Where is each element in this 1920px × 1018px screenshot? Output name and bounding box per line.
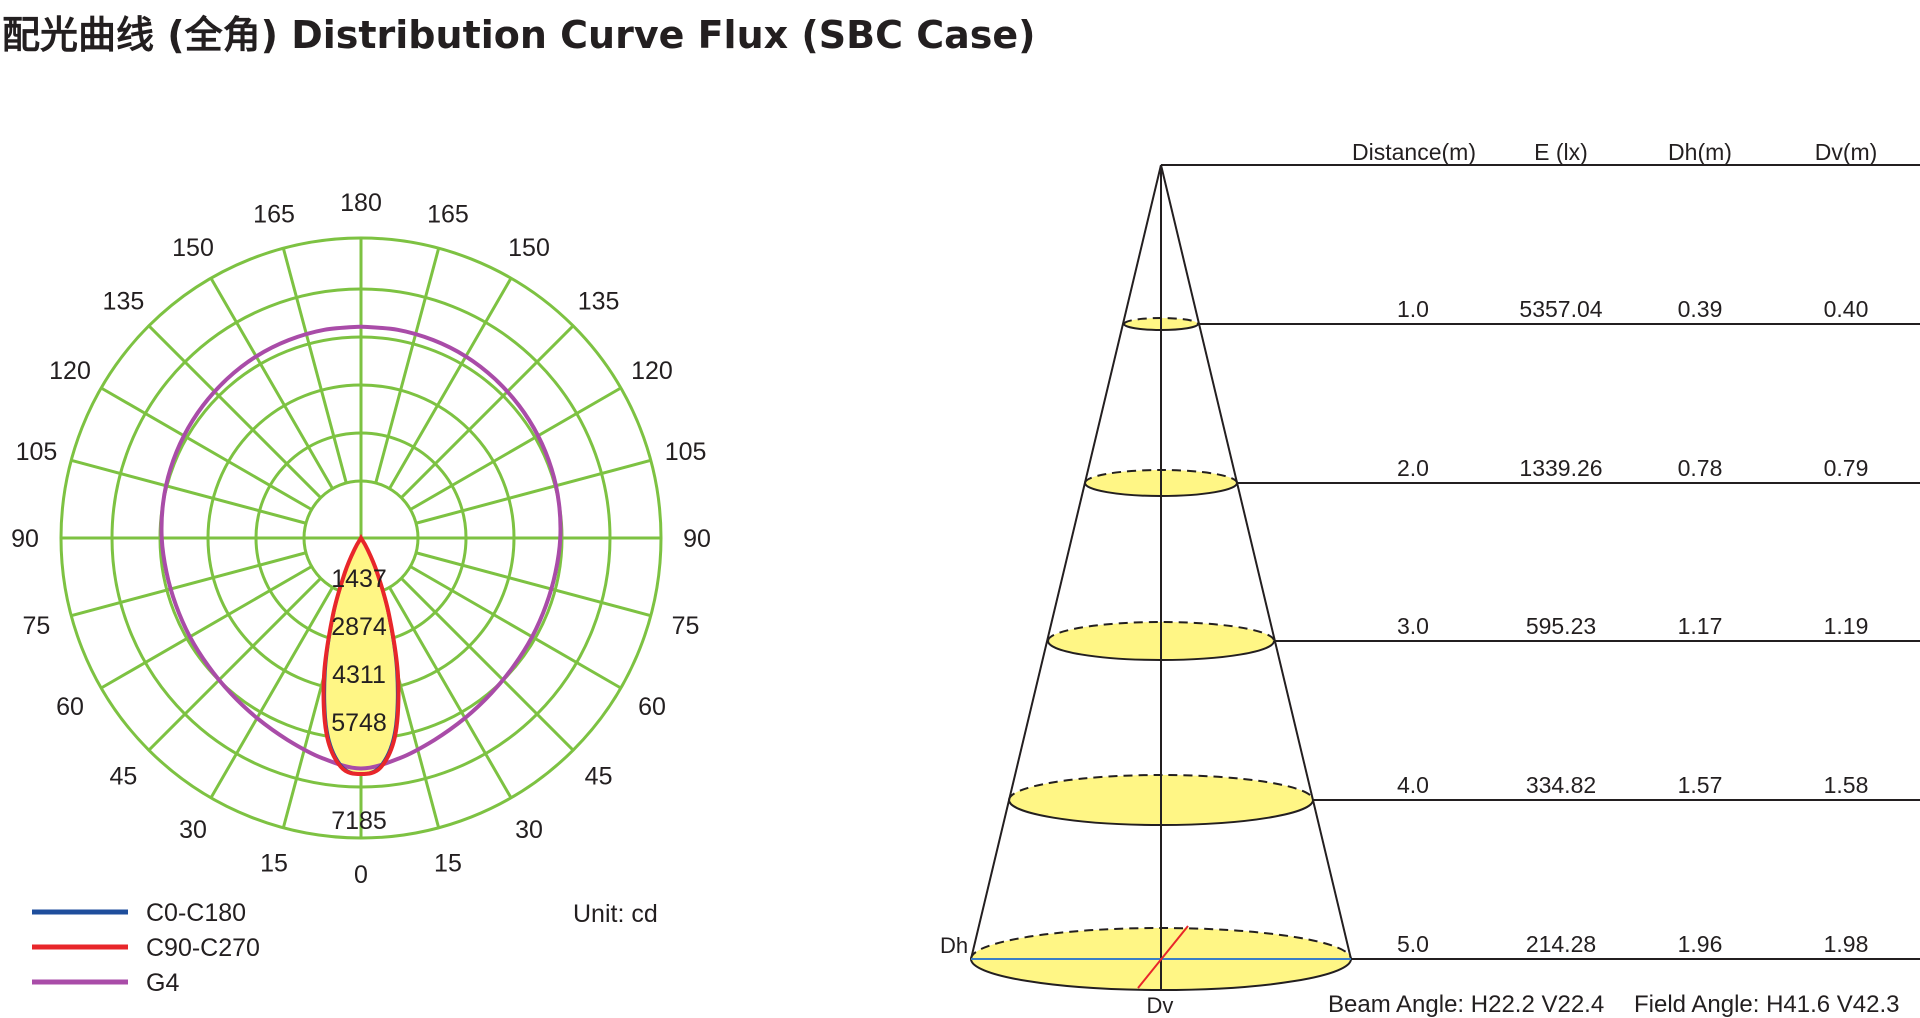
- angle-label: 90: [683, 525, 711, 553]
- cone-diagram: Dh Dv: [940, 164, 1352, 1018]
- dv-line: [1137, 925, 1189, 989]
- polar-spoke: [70, 458, 307, 525]
- table-cell: 0.39: [1678, 296, 1723, 322]
- polar-spoke: [400, 324, 575, 499]
- angle-label: 105: [16, 438, 58, 466]
- table-cell: 1.19: [1824, 613, 1869, 639]
- polar-spoke: [400, 577, 575, 752]
- polar-spoke: [209, 277, 334, 490]
- angle-label: 180: [340, 189, 382, 217]
- polar-spoke: [100, 565, 313, 690]
- field-angle: Field Angle: H41.6 V42.3: [1634, 991, 1900, 1018]
- table-cell: 334.82: [1526, 772, 1596, 798]
- polar-spoke: [374, 247, 441, 484]
- angle-label: 150: [172, 234, 214, 262]
- radial-tick-label: 1437: [331, 565, 387, 593]
- angle-label: 15: [260, 850, 288, 878]
- angle-label: 165: [253, 200, 295, 228]
- angle-label: 15: [434, 850, 462, 878]
- table-cell: 1.98: [1824, 931, 1869, 957]
- table-header: Dv(m): [1815, 139, 1878, 165]
- table-cell: 5.0: [1397, 931, 1429, 957]
- beam-angle: Beam Angle: H22.2 V22.4: [1328, 991, 1604, 1018]
- table-cell: 2.0: [1397, 455, 1429, 481]
- polar-spoke: [100, 386, 313, 511]
- table-cell: 5357.04: [1519, 296, 1602, 322]
- unit-label: Unit: cd: [573, 900, 658, 928]
- polar-spoke: [415, 551, 652, 618]
- table-cell: 1.17: [1678, 613, 1723, 639]
- angle-label: 135: [103, 287, 145, 315]
- polar-spoke: [147, 324, 322, 499]
- series-c90-c270: [321, 533, 401, 777]
- angle-label: 135: [578, 287, 620, 315]
- table-cell: 214.28: [1526, 931, 1596, 957]
- table-cell: 3.0: [1397, 613, 1429, 639]
- polar-spoke: [388, 586, 513, 799]
- angle-label: 120: [49, 357, 91, 385]
- legend-label: C90-C270: [146, 934, 260, 962]
- table-cell: 1.96: [1678, 931, 1723, 957]
- radial-tick-label: 4311: [332, 661, 386, 689]
- polar-spoke: [147, 577, 322, 752]
- angle-label: 60: [56, 693, 84, 721]
- series-g4: [159, 324, 563, 771]
- dh-label: Dh: [940, 933, 968, 958]
- angle-label: 45: [110, 763, 138, 791]
- table-cell: 4.0: [1397, 772, 1429, 798]
- angle-label: 120: [631, 357, 673, 385]
- cone-edge-right: [1160, 164, 1352, 960]
- table-cell: 1.58: [1824, 772, 1869, 798]
- illuminance-table: Distance(m) E (lx) Dh(m) Dv(m) 1.0 5357.04 0.3…: [1161, 139, 1920, 960]
- radial-tick-label: 2874: [331, 613, 387, 641]
- table-cell: 0.79: [1824, 455, 1869, 481]
- polar-spoke: [409, 565, 622, 690]
- angle-label: 165: [427, 200, 469, 228]
- polar-chart: 0 15 30 45 60 75 90 105 120 135 150 165 180 15 30 45 60 7…: [11, 189, 711, 889]
- table-cell: 0.78: [1678, 455, 1723, 481]
- table-cell: 1.0: [1397, 296, 1429, 322]
- table-header: Distance(m): [1352, 139, 1476, 165]
- beam-fill: [323, 538, 399, 774]
- cone-edge-left: [970, 164, 1162, 960]
- legend-label: C0-C180: [146, 899, 246, 927]
- angle-label: 75: [672, 612, 700, 640]
- legend: C0-C180 C90-C270 G4: [32, 899, 260, 997]
- angle-label: 150: [508, 234, 550, 262]
- page-title: 配光曲线 (全角) Distribution Curve Flux (SBC C…: [2, 13, 1036, 57]
- polar-spoke: [70, 551, 307, 618]
- polar-spoke: [415, 458, 652, 525]
- table-cell: 1339.26: [1519, 455, 1602, 481]
- dv-label: Dv: [1147, 993, 1174, 1018]
- angle-label: 90: [11, 525, 39, 553]
- angle-label: 30: [515, 816, 543, 844]
- polar-spoke: [281, 247, 348, 484]
- angle-label: 30: [179, 816, 207, 844]
- angle-label: 75: [23, 612, 51, 640]
- table-header: Dh(m): [1668, 139, 1732, 165]
- table-header: E (lx): [1534, 139, 1588, 165]
- angle-label: 60: [638, 693, 666, 721]
- table-cell: 1.57: [1678, 772, 1723, 798]
- angle-label: 45: [585, 763, 613, 791]
- polar-spoke: [388, 277, 513, 490]
- ellipse-back-edge: [1047, 621, 1275, 642]
- table-cell: 595.23: [1526, 613, 1596, 639]
- polar-spoke: [409, 386, 622, 511]
- radial-tick-label: 5748: [331, 709, 387, 737]
- angle-label: 0: [354, 861, 368, 889]
- angle-label: 105: [665, 438, 707, 466]
- polar-spoke: [209, 586, 334, 799]
- table-cell: 0.40: [1824, 296, 1869, 322]
- radial-tick-label: 7185: [331, 807, 387, 835]
- legend-label: G4: [146, 969, 179, 997]
